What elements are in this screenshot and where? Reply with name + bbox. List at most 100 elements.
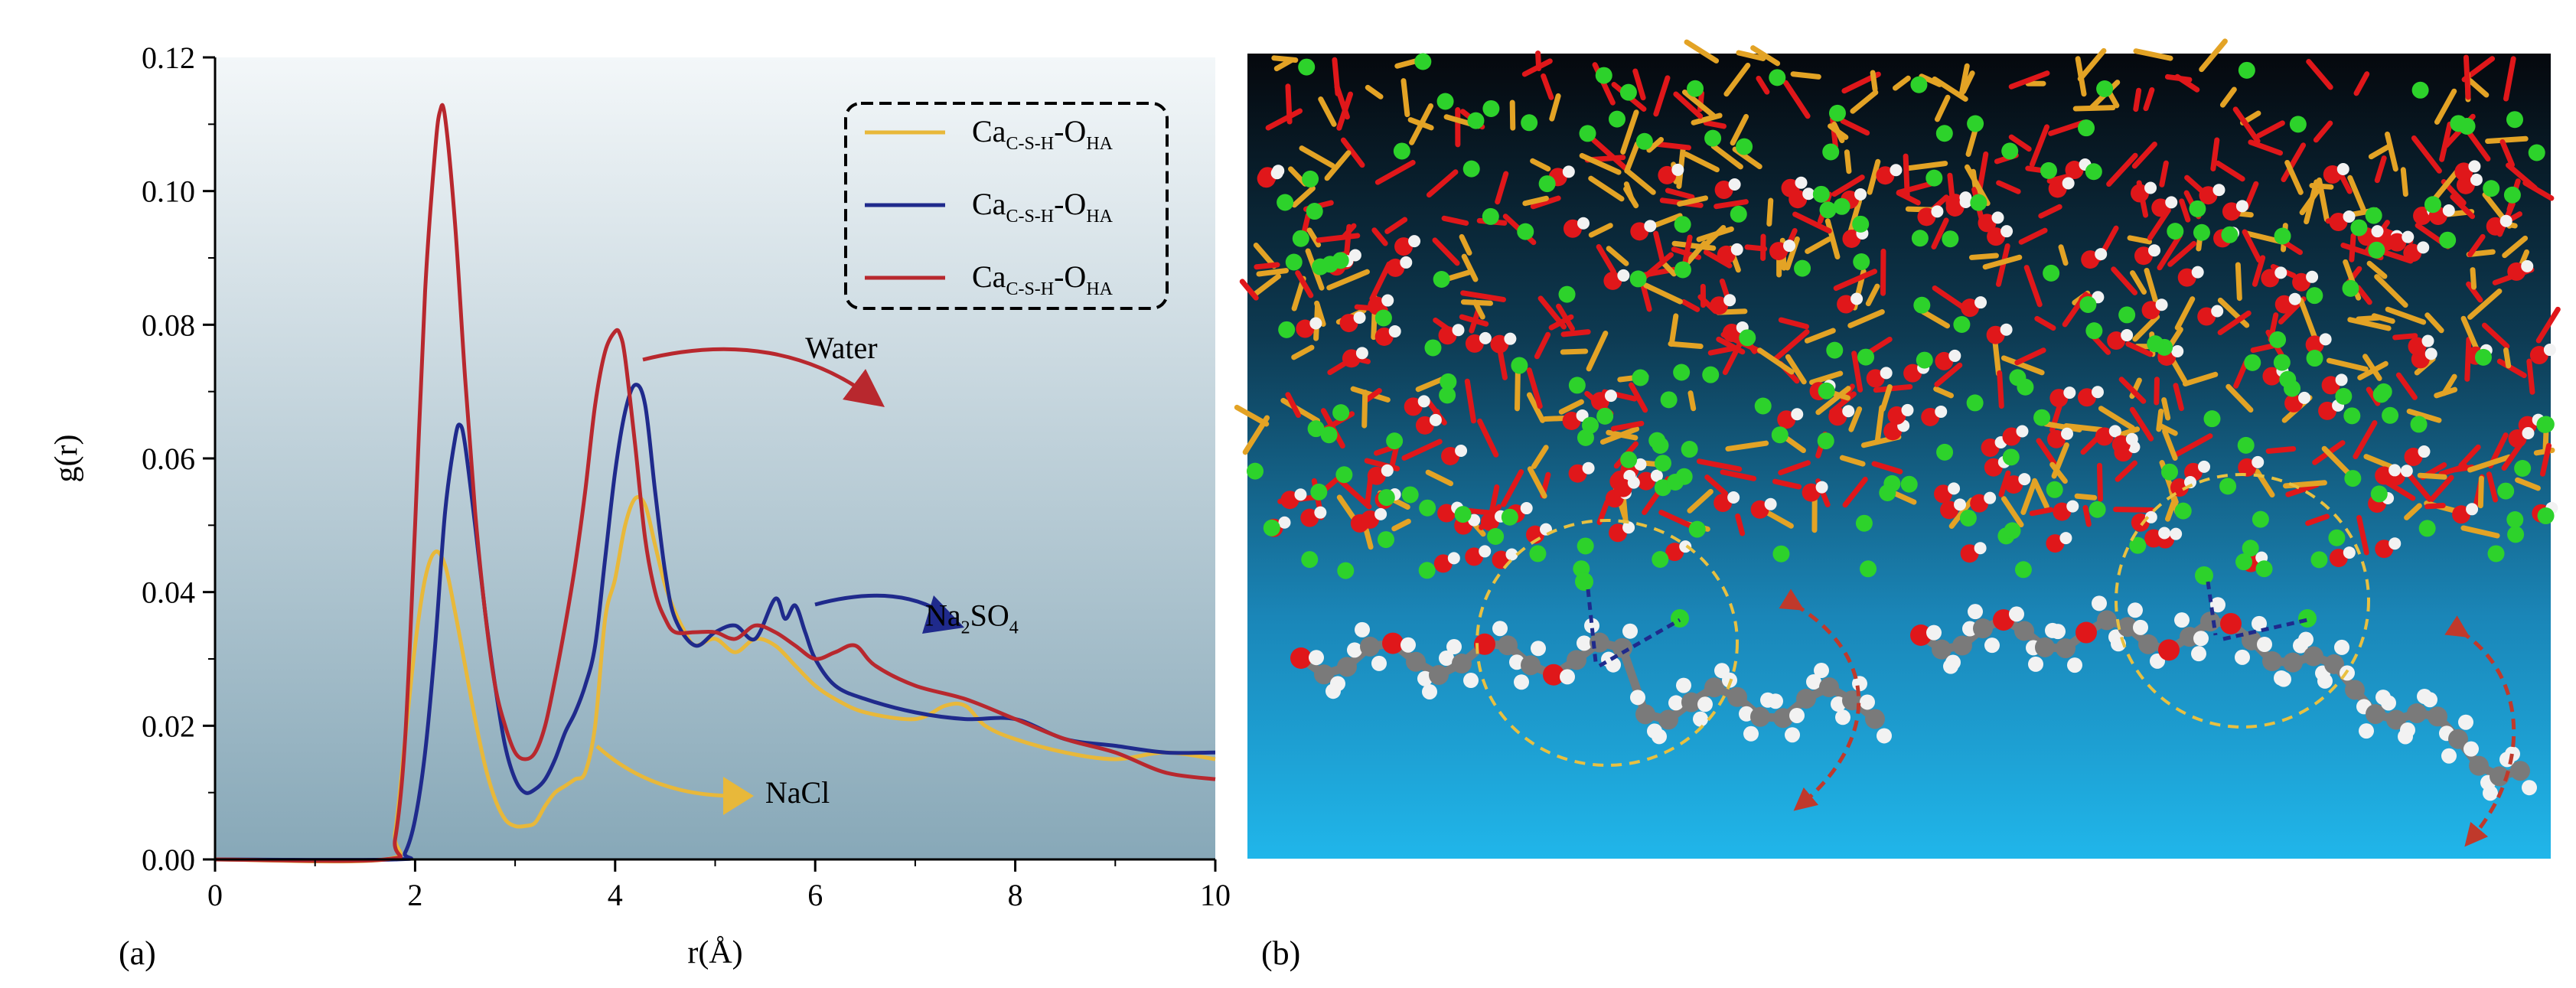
oxygen-atom: [1883, 422, 1903, 441]
calcium-ion: [1817, 432, 1834, 450]
silicate-bond: [1560, 348, 1589, 355]
calcium-ion: [2244, 354, 2261, 371]
molecule-right-carbon: [1932, 639, 1952, 660]
silicate-bond: [1374, 159, 1416, 185]
silicate-bond: [1893, 75, 1911, 91]
silicate-bond: [2526, 358, 2535, 395]
hydrogen-atom: [1764, 497, 1777, 510]
calcium-ion: [1673, 364, 1691, 381]
calcium-ion: [2004, 522, 2021, 540]
x-tick-label: 8: [1008, 878, 1023, 912]
silicate-bond: [1271, 55, 1299, 64]
hydrogen-atom: [1791, 408, 1804, 421]
calcium-ion: [1635, 132, 1653, 150]
silicate-bond: [1530, 195, 1561, 210]
oxygen-atom: [1386, 258, 1405, 277]
oxygen-atom: [2053, 502, 2072, 521]
hydrogen-atom: [1644, 220, 1657, 233]
oxygen-atom: [1480, 512, 1499, 531]
silicate-bond: [1606, 246, 1629, 266]
molecule-left-hydrogen: [1371, 655, 1387, 671]
silicate-bond: [2366, 260, 2388, 279]
silicate-bond: [1867, 336, 1893, 355]
oxygen-atom: [1257, 169, 1276, 188]
hydrogen-atom: [1505, 548, 1518, 561]
silicate-bond: [1369, 261, 1392, 302]
silicate-bond: [1704, 224, 1727, 246]
silicate-bond: [2424, 502, 2446, 510]
silicate-bond: [1620, 109, 1639, 155]
oxygen-atom: [1394, 237, 1414, 256]
silicate-bond: [1714, 199, 1749, 210]
oxygen-atom: [1714, 181, 1733, 200]
calcium-ion: [2235, 553, 2253, 571]
oxygen-atom: [2095, 427, 2114, 446]
calcium-ion: [2043, 264, 2060, 282]
molecule-right-carbon: [2283, 652, 2303, 673]
silicate-bond: [2371, 313, 2395, 324]
silicate-bond: [2182, 371, 2219, 386]
silicate-bond: [1234, 404, 1270, 427]
y-axis-label: g(r): [49, 435, 84, 483]
molecule-left-hydrogen: [1630, 690, 1645, 706]
calcium-ion: [1652, 551, 1669, 569]
molecule-right-hydrogen: [2191, 646, 2206, 662]
silicate-bond: [1687, 390, 1697, 412]
molecule-left-carbon: [1567, 650, 1586, 670]
silicate-bond: [2048, 119, 2087, 136]
molecule-right-carbon: [2262, 651, 2282, 671]
oxygen-atom: [2047, 429, 2066, 448]
oxygen-atom: [1717, 245, 1736, 264]
silicate-bond: [2217, 310, 2252, 335]
silicate-bond: [2043, 421, 2082, 432]
hydrogen-atom: [2170, 527, 2183, 540]
oxygen-atom: [1562, 411, 1581, 430]
silicate-bond: [1665, 187, 1695, 200]
molecule-left-carbon: [1796, 688, 1816, 709]
silicate-bond: [1291, 344, 1315, 360]
silicate-bond: [1318, 96, 1337, 127]
silicate-bond: [1931, 217, 1949, 249]
oxygen-atom: [2529, 346, 2548, 365]
nacl-arrow: [595, 745, 735, 798]
silicate-bond: [2000, 496, 2024, 528]
silicate-bond: [1646, 136, 1665, 153]
oxygen-atom: [2134, 246, 2153, 266]
silicate-bond: [1703, 119, 1727, 129]
silicate-bond: [2496, 358, 2527, 379]
calcium-ion: [1822, 143, 1840, 161]
silicate-bond: [1655, 141, 1691, 151]
hydrogen-atom: [2062, 177, 2075, 190]
silicate-bond: [1766, 197, 1774, 227]
calcium-ion: [1440, 373, 1457, 390]
molecule-left-hydrogen: [1768, 693, 1783, 709]
silicate-bond: [1782, 80, 1811, 119]
oxygen-atom: [1613, 478, 1632, 497]
calcium-ion: [1826, 341, 1844, 359]
silicate-bond: [2485, 135, 2529, 144]
silicate-bond: [2143, 86, 2155, 112]
molecule-right-hydrogen: [2067, 657, 2082, 673]
calcium-ion: [1687, 80, 1704, 97]
hydrogen-atom: [1634, 458, 1647, 471]
oxygen-atom: [1837, 295, 1856, 314]
legend-label-2: CaC-S-H-OHA: [972, 187, 1114, 227]
silicate-bond: [2159, 160, 2169, 187]
silicate-bond: [1425, 469, 1454, 487]
series-layer: [214, 103, 1216, 864]
silicate-bond: [1363, 527, 1374, 550]
silicate-bond: [2535, 306, 2561, 344]
silicate-bond: [2481, 322, 2510, 349]
hydrogen-atom: [2235, 200, 2248, 213]
silicate-bond: [2356, 514, 2369, 556]
hydrogen-atom: [2063, 386, 2076, 399]
oxygen-atom: [2408, 337, 2427, 356]
calcium-ion: [1632, 369, 1649, 386]
silicate-bond: [2034, 315, 2056, 331]
hydrogen-atom: [2000, 323, 2013, 336]
hydrogen-atom: [2018, 473, 2031, 486]
hydrogen-atom: [2155, 298, 2168, 311]
molecule-right-oxygen: [2220, 612, 2242, 634]
silicate-bond: [1253, 273, 1282, 297]
silicate-bond: [1549, 93, 1561, 122]
